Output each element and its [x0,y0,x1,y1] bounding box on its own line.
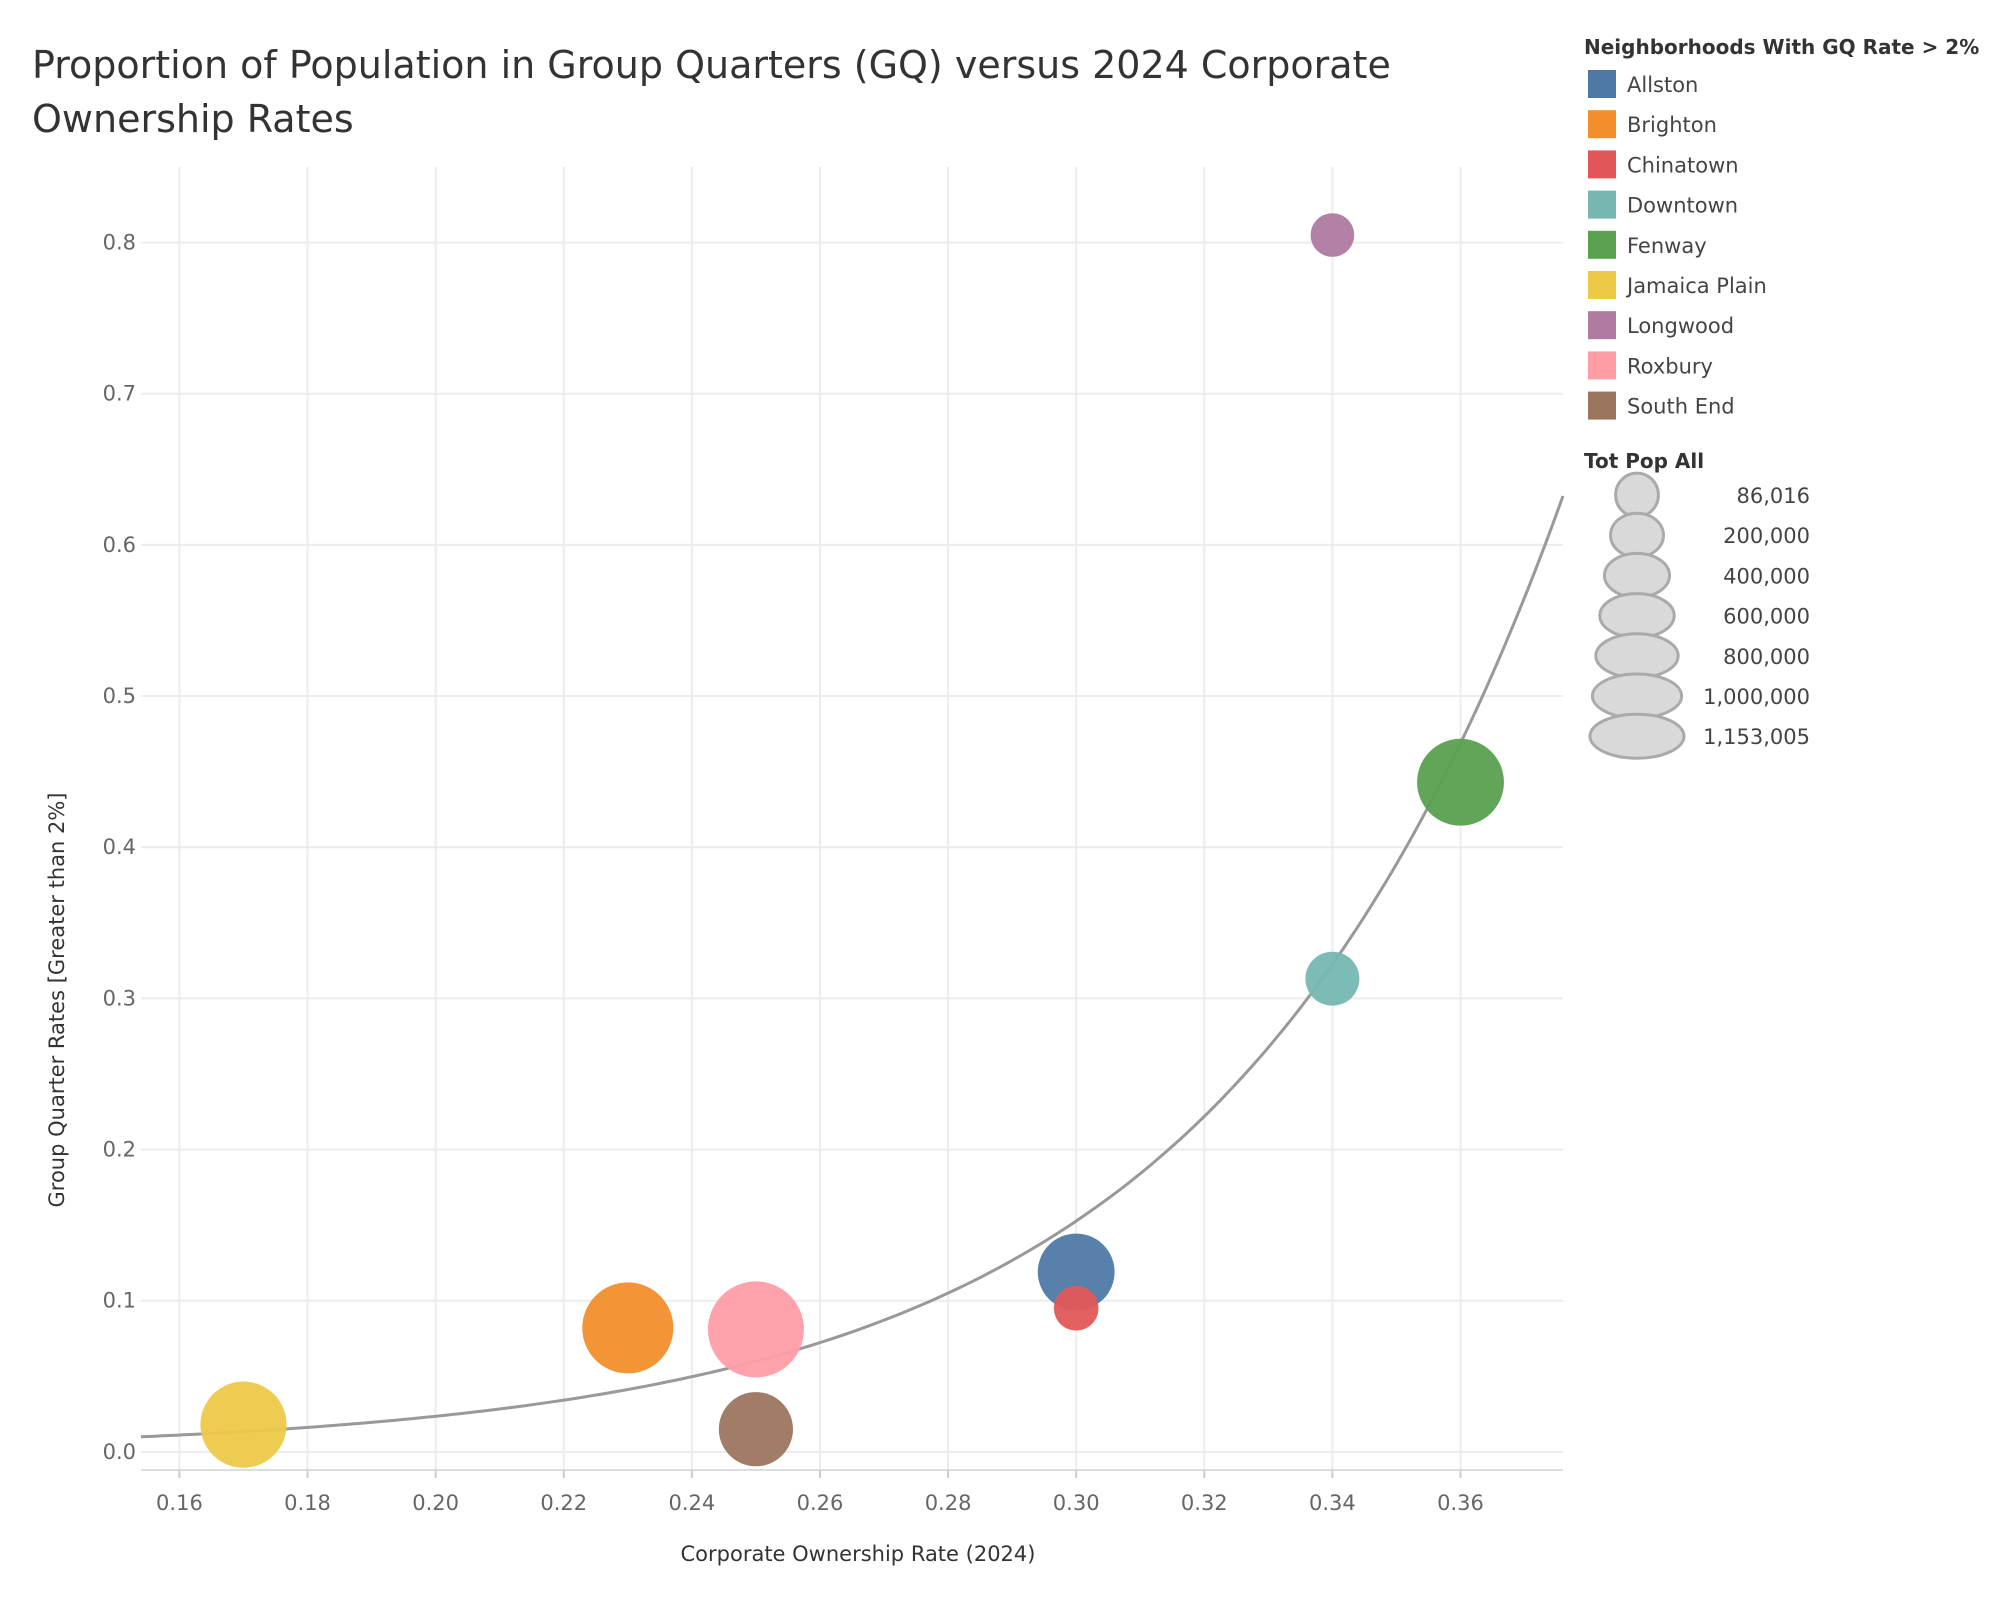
y-tick-label: 0.2 [103,1138,136,1162]
x-axis-title: Corporate Ownership Rate (2024) [681,1542,1036,1566]
point-brighton [582,1282,674,1374]
size-legend-label: 200,000 [1723,524,1810,548]
y-tick-label: 0.0 [103,1440,136,1464]
x-tick-label: 0.16 [156,1491,203,1515]
y-tick-label: 0.3 [103,986,136,1010]
x-tick-label: 0.20 [412,1491,459,1515]
point-roxbury [707,1281,804,1378]
x-axis-ticks: 0.16 0.18 0.20 0.22 0.24 0.26 0.28 0.30 0.32 0.34… [156,1470,1484,1515]
legend-label: Chinatown [1627,153,1739,177]
legend-label: South End [1627,395,1735,419]
y-axis-ticks: 0.0 0.1 0.2 0.3 0.4 0.5 0.6 0.7 0.8 [103,231,136,1464]
legend-label: Roxbury [1627,354,1713,378]
legend-swatch [1588,271,1616,299]
size-legend-bubble [1590,672,1684,720]
legend-swatch [1588,391,1616,420]
point-south-end [718,1392,794,1467]
y-tick-label: 0.6 [103,533,136,557]
data-points [200,213,1504,1468]
point-allston [1037,1233,1115,1311]
y-tick-label: 0.4 [103,835,136,859]
point-downtown [1305,951,1360,1006]
y-tick-label: 0.1 [103,1289,136,1313]
legend-label: Allston [1627,73,1698,97]
x-tick-label: 0.30 [1053,1491,1100,1515]
size-legend-label: 400,000 [1723,564,1810,588]
legend-label: Jamaica Plain [1625,274,1767,298]
x-tick-label: 0.34 [1309,1491,1356,1515]
size-legend-label: 86,016 [1737,484,1810,508]
legend-swatch [1588,70,1616,98]
legend-swatch [1588,150,1616,179]
size-legend-label: 600,000 [1723,605,1810,629]
size-legend-title: Tot Pop All [1584,449,1704,473]
chart-title: Proportion of Population in Group Quarte… [32,43,1391,141]
size-legend-bubble [1602,551,1672,599]
size-legend-bubble [1614,471,1660,519]
color-legend-title: Neighborhoods With GQ Rate > 2% [1584,35,1979,59]
color-legend: Neighborhoods With GQ Rate > 2% Allston B… [1584,35,1979,420]
x-tick-label: 0.28 [925,1491,972,1515]
size-legend-bubble [1588,712,1686,760]
legend-swatch [1588,230,1616,259]
legend-swatch [1588,311,1616,340]
size-legend-label: 1,153,005 [1703,725,1810,749]
y-tick-label: 0.7 [103,382,136,406]
point-jamaica-plain [200,1381,287,1468]
legend-label: Downtown [1627,194,1738,218]
plot-area [141,167,1563,1470]
size-legend-label: 800,000 [1723,645,1810,669]
size-legend-bubble [1598,592,1676,640]
x-tick-label: 0.24 [668,1491,715,1515]
y-tick-label: 0.8 [103,231,136,255]
size-legend-bubble [1594,632,1680,680]
x-tick-label: 0.22 [540,1491,587,1515]
x-tick-label: 0.18 [284,1491,331,1515]
legend-swatch [1588,190,1616,219]
size-legend-bubble [1609,511,1665,559]
size-legend: Tot Pop All 86,016 200,000 400,000 600,000 8… [1584,449,1810,760]
x-tick-label: 0.26 [797,1491,844,1515]
size-legend-label: 1,000,000 [1703,685,1810,709]
point-fenway [1417,738,1504,826]
point-chinatown [1053,1285,1099,1331]
y-axis-title: Group Quarter Rates [Greater than 2%] [45,793,69,1208]
x-tick-label: 0.36 [1437,1491,1484,1515]
y-tick-label: 0.5 [103,684,136,708]
legend-swatch [1588,351,1616,380]
legend-label: Fenway [1627,234,1707,258]
point-longwood [1310,213,1355,257]
legend-label: Brighton [1627,113,1717,137]
grid-lines [141,167,1563,1471]
legend-label: Longwood [1627,314,1734,338]
legend-swatch [1588,110,1616,139]
x-tick-label: 0.32 [1181,1491,1228,1515]
